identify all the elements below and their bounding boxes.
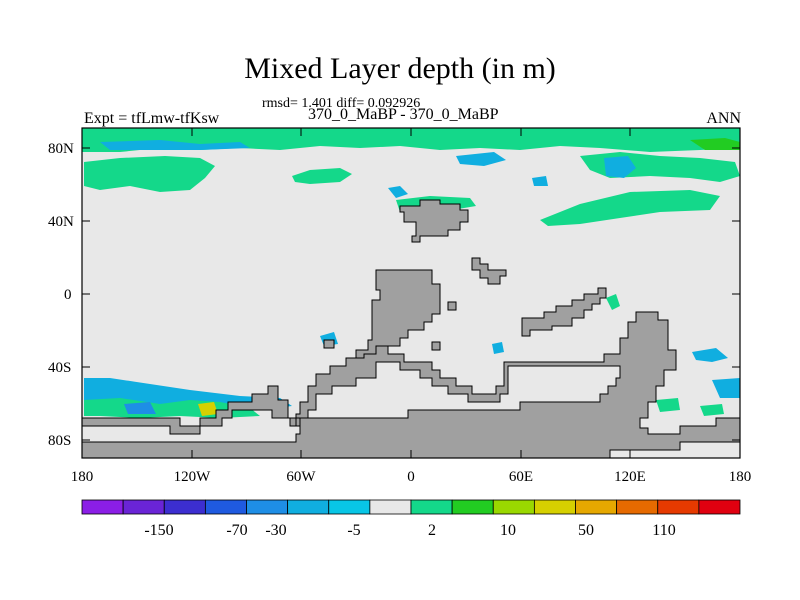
experiment-label: Expt = tfLmw-tfKsw	[84, 110, 220, 127]
anomaly-south-yellow	[198, 402, 218, 416]
colorbar-label: 110	[652, 522, 675, 539]
colorbar-label: 2	[428, 522, 436, 539]
anomaly-se-cyan	[712, 378, 740, 398]
lat-label-80s: 80S	[48, 433, 71, 449]
colorbar-label: -5	[347, 522, 360, 539]
land-north-atlantic	[399, 199, 469, 243]
lon-label-120w: 120W	[174, 469, 212, 485]
anomaly-siberia-cyan	[604, 156, 636, 178]
colorbar-swatch	[575, 499, 618, 515]
lat-label-0: 0	[64, 287, 72, 303]
lat-label-80n: 80N	[48, 141, 74, 157]
colorbar-swatch	[410, 499, 453, 515]
colorbar-swatch	[204, 499, 247, 515]
season-label: ANN	[706, 110, 741, 127]
colorbar-label: -30	[265, 522, 286, 539]
anomaly-indian-cyan	[692, 348, 728, 362]
colorbar-swatch	[287, 499, 330, 515]
colorbar-label: 10	[500, 522, 516, 539]
stats-label: rmsd= 1.401 diff= 0.092926	[262, 96, 421, 111]
colorbar-swatch	[492, 499, 535, 515]
lat-label-40n: 40N	[48, 214, 74, 230]
colorbar	[81, 499, 741, 515]
colorbar-swatch	[698, 499, 741, 515]
anomaly-indian-green	[606, 294, 620, 310]
colorbar-swatch	[122, 499, 165, 515]
colorbar-swatch	[533, 499, 576, 515]
colorbar-label: -150	[144, 522, 173, 539]
anomaly-na-green	[84, 156, 215, 192]
anomaly-asia-green	[540, 190, 720, 226]
colorbar-swatch	[328, 499, 371, 515]
colorbar-swatch	[451, 499, 494, 515]
anomaly-arctic-cyan	[100, 140, 250, 150]
anomaly-se-green	[656, 398, 680, 412]
colorbar-swatch	[163, 499, 206, 515]
colorbar-labels: -150 -70 -30 -5 2 10 50 110	[144, 522, 675, 539]
anomaly-na-cyan	[532, 176, 548, 186]
land-island-chain	[471, 257, 507, 285]
colorbar-label: -70	[226, 522, 247, 539]
colorbar-swatch	[616, 499, 659, 515]
land-small-island-3	[323, 339, 335, 349]
comparison-label: 370_0_MaBP - 370_0_MaBP	[308, 106, 499, 123]
land-east-ridge	[521, 287, 607, 337]
anomaly-arctic-green-2	[690, 138, 740, 150]
anomaly-arctic-blue-small	[456, 152, 506, 166]
map-title: Mixed Layer depth (in m)	[244, 52, 556, 85]
land-south-continent	[81, 311, 741, 459]
lon-label-60w: 60W	[286, 469, 316, 485]
lat-label-40s: 40S	[48, 360, 71, 376]
lat-ticks	[82, 147, 740, 441]
land-small-island-2	[431, 341, 441, 351]
land-masses	[81, 199, 741, 459]
colorbar-swatch	[81, 499, 124, 515]
lon-label-0: 0	[407, 469, 415, 485]
anomaly-se-green-2	[700, 404, 724, 416]
lon-label-120e: 120E	[614, 469, 646, 485]
colorbar-swatch	[657, 499, 700, 515]
lon-label-180w: 180	[71, 469, 94, 485]
lon-ticks	[81, 128, 741, 458]
anomaly-atlantic-cyan-1	[388, 186, 408, 198]
land-small-island	[447, 301, 457, 311]
lon-label-180e: 180	[729, 469, 752, 485]
colorbar-label: 50	[578, 522, 594, 539]
anomaly-south-blue	[124, 402, 156, 414]
colorbar-swatch	[369, 499, 412, 515]
colorbar-swatch	[246, 499, 289, 515]
anomaly-tropics-cyan-2	[492, 342, 504, 354]
lon-label-60e: 60E	[509, 469, 533, 485]
anomaly-pacific-green	[292, 168, 352, 184]
